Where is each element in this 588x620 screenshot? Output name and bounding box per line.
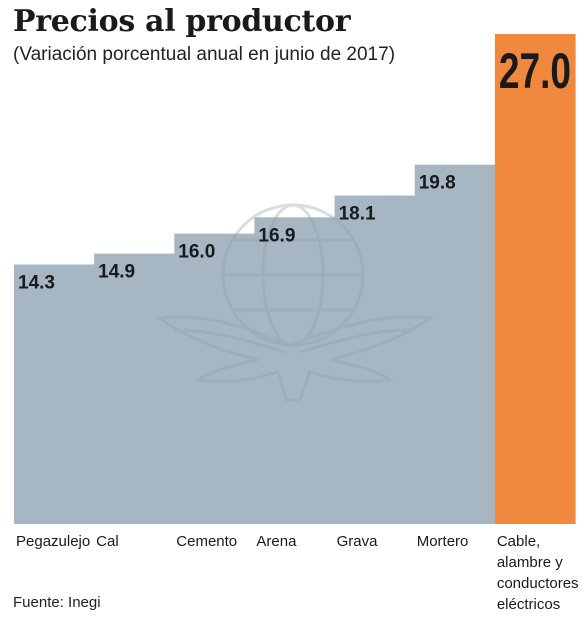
- category-label-line: Cable,: [497, 533, 540, 550]
- bar-value-label: 14.3: [18, 272, 55, 293]
- bar-highlight: [494, 34, 576, 524]
- bar: [94, 253, 175, 524]
- source-note: Fuente: Inegi: [13, 594, 101, 611]
- category-label: Cal: [96, 533, 119, 550]
- category-label-line: Cemento: [176, 533, 237, 550]
- bar-value-label: 16.9: [258, 225, 295, 246]
- bar: [334, 195, 416, 524]
- category-label-line: conductores: [497, 575, 579, 592]
- bar-value-label: 16.0: [178, 242, 215, 263]
- category-label-line: alambre y: [497, 554, 563, 571]
- bar: [174, 233, 256, 524]
- bar-value-label: 19.8: [419, 173, 456, 194]
- category-label-line: Grava: [337, 533, 379, 550]
- eagle-globe-watermark-icon: [156, 203, 434, 402]
- category-label: Mortero: [417, 533, 469, 550]
- category-label: Cable, alambre y conductores eléctricos: [497, 533, 579, 613]
- chart-subtitle: (Variación porcentual anual en junio de …: [13, 44, 396, 65]
- category-labels-group: Pegazulejo Cal Cemento Arena Grava Mortero Cab…: [16, 533, 579, 613]
- bars-group: [14, 34, 576, 524]
- category-label-line: eléctricos: [497, 596, 560, 613]
- bar-value-label: 18.1: [339, 204, 376, 225]
- category-label: Arena: [256, 533, 297, 550]
- category-label-line: Mortero: [417, 533, 469, 550]
- labels-group: 14.3 14.9 16.0 16.9 18.1 19.8 27.0: [18, 43, 571, 293]
- bar: [14, 264, 95, 524]
- category-label-line: Arena: [256, 533, 297, 550]
- category-label: Pegazulejo: [16, 533, 90, 550]
- category-label: Grava: [337, 533, 379, 550]
- bar: [414, 164, 496, 524]
- bar-value-label: 14.9: [98, 262, 135, 283]
- category-label-line: Pegazulejo: [16, 533, 90, 550]
- bar-value-label: 27.0: [499, 43, 571, 99]
- category-label: Cemento: [176, 533, 237, 550]
- category-label-line: Cal: [96, 533, 119, 550]
- chart-title: Precios al productor: [13, 4, 351, 39]
- bar: [254, 217, 336, 524]
